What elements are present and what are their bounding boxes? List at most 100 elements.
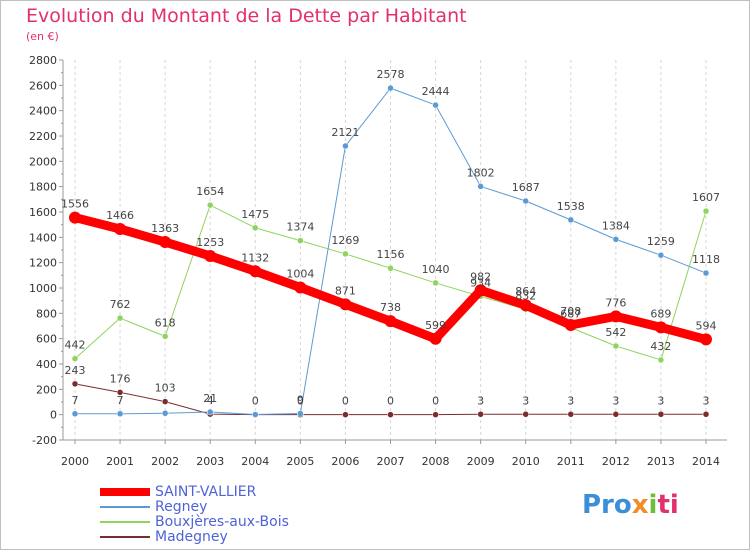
data-point bbox=[477, 411, 484, 418]
data-label: 2444 bbox=[422, 85, 450, 98]
legend-item: Regney bbox=[100, 499, 400, 515]
data-point bbox=[342, 250, 349, 258]
data-point bbox=[69, 211, 81, 224]
data-point bbox=[252, 224, 259, 232]
logo-part-2: x bbox=[631, 490, 649, 520]
data-label: 1363 bbox=[151, 222, 179, 235]
data-point bbox=[342, 411, 349, 418]
data-label: 0 bbox=[252, 395, 259, 408]
data-label: 0 bbox=[387, 395, 394, 408]
data-label: 432 bbox=[650, 340, 671, 353]
y-tick-label: 600 bbox=[36, 333, 57, 346]
data-label: 776 bbox=[605, 296, 626, 309]
data-point bbox=[249, 265, 262, 278]
data-point bbox=[116, 314, 124, 322]
legend-item: Bouxjères-aux-Bois bbox=[100, 514, 400, 530]
data-label: 982 bbox=[470, 270, 491, 283]
data-point bbox=[252, 411, 259, 418]
data-point bbox=[519, 299, 532, 312]
y-tick-label: 1200 bbox=[29, 257, 57, 270]
data-point bbox=[612, 236, 620, 243]
data-point bbox=[657, 411, 665, 418]
data-label: 1687 bbox=[512, 181, 540, 194]
x-tick-label: 2001 bbox=[106, 455, 134, 468]
y-tick-label: 1600 bbox=[29, 206, 57, 219]
data-label: 243 bbox=[65, 364, 86, 377]
data-point bbox=[116, 389, 124, 396]
data-label: 1132 bbox=[241, 251, 269, 264]
data-label: 3 bbox=[703, 394, 710, 407]
data-label: 832 bbox=[515, 289, 536, 302]
data-label: 1538 bbox=[557, 200, 585, 213]
data-label: 2578 bbox=[377, 68, 405, 81]
data-point bbox=[612, 342, 620, 350]
data-label: 3 bbox=[567, 394, 574, 407]
data-label: 1253 bbox=[196, 236, 224, 249]
data-label: 1802 bbox=[467, 166, 495, 179]
data-point bbox=[387, 411, 394, 418]
y-tick-label: 2600 bbox=[29, 79, 57, 92]
data-point bbox=[702, 207, 710, 215]
data-point bbox=[567, 411, 575, 418]
legend-label: SAINT-VALLIER bbox=[155, 484, 257, 500]
data-label: 442 bbox=[65, 339, 86, 352]
data-point bbox=[612, 411, 620, 418]
data-point bbox=[432, 101, 439, 109]
x-tick-label: 2013 bbox=[647, 455, 675, 468]
data-label: 594 bbox=[696, 319, 717, 332]
x-tick-label: 2007 bbox=[377, 455, 405, 468]
data-label: 0 bbox=[342, 395, 349, 408]
data-point bbox=[702, 269, 710, 277]
data-label: 934 bbox=[470, 276, 491, 289]
x-tick-label: 2008 bbox=[422, 455, 450, 468]
x-tick-label: 2011 bbox=[557, 455, 585, 468]
data-point bbox=[609, 310, 622, 323]
y-tick-label: 1800 bbox=[29, 181, 57, 194]
data-point bbox=[429, 332, 442, 345]
x-tick-label: 2002 bbox=[151, 455, 179, 468]
data-point bbox=[384, 315, 397, 328]
data-point bbox=[161, 410, 169, 417]
data-point bbox=[114, 222, 127, 235]
x-tick-label: 2005 bbox=[286, 455, 314, 468]
data-point bbox=[206, 408, 214, 416]
x-tick-label: 2000 bbox=[61, 455, 89, 468]
chart-legend: SAINT-VALLIER Regney Bouxjères-aux-Bois Mad… bbox=[100, 484, 400, 545]
y-tick-label: 2000 bbox=[29, 155, 57, 168]
proxiti-logo: Proxiti bbox=[582, 490, 679, 520]
x-tick-label: 2012 bbox=[602, 455, 630, 468]
y-tick-label: 2800 bbox=[29, 54, 57, 67]
data-point bbox=[294, 281, 307, 294]
y-tick-label: 200 bbox=[36, 383, 57, 396]
x-tick-label: 2004 bbox=[241, 455, 269, 468]
data-point bbox=[161, 398, 169, 405]
data-label: 3 bbox=[612, 394, 619, 407]
data-label: 1259 bbox=[647, 235, 675, 248]
data-point bbox=[204, 249, 217, 262]
data-point bbox=[206, 201, 214, 209]
series-1 bbox=[71, 84, 710, 418]
data-label: 871 bbox=[335, 284, 356, 297]
data-point bbox=[702, 411, 710, 418]
y-tick-label: 800 bbox=[36, 307, 57, 320]
data-point bbox=[387, 264, 394, 272]
data-point bbox=[387, 84, 394, 92]
data-label: 1466 bbox=[106, 209, 134, 222]
data-point bbox=[161, 333, 169, 340]
data-point bbox=[71, 355, 79, 362]
logo-part-3: i bbox=[648, 490, 658, 520]
x-tick-label: 2003 bbox=[196, 455, 224, 468]
data-label: 1384 bbox=[602, 219, 630, 232]
data-point bbox=[567, 216, 575, 224]
x-tick-label: 2006 bbox=[331, 455, 359, 468]
logo-part-4: ti bbox=[657, 490, 679, 520]
data-point bbox=[564, 318, 577, 331]
legend-swatch bbox=[100, 488, 150, 496]
data-label: 7 bbox=[117, 394, 124, 407]
data-label: 1475 bbox=[241, 208, 269, 221]
y-tick-label: -200 bbox=[32, 434, 57, 447]
data-label: 0 bbox=[432, 395, 439, 408]
logo-part-1: Pro bbox=[582, 490, 632, 520]
data-label: 3 bbox=[657, 394, 664, 407]
